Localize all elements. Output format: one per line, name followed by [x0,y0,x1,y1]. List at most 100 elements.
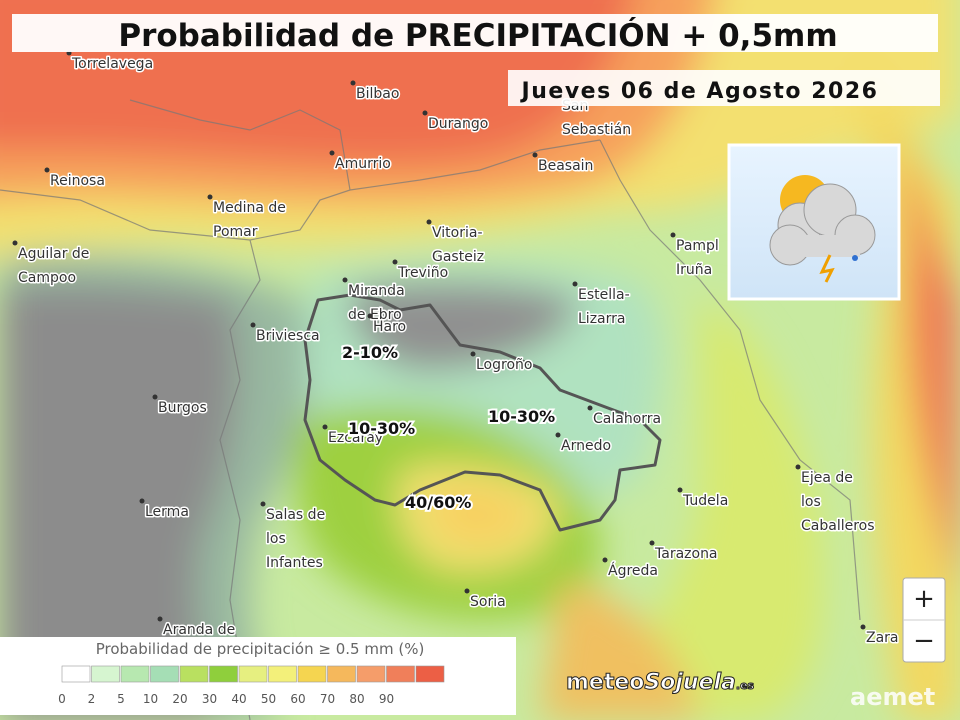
place-line: Reinosa [50,173,105,189]
place-line: Infantes [266,555,323,571]
legend: Probabilidad de precipitación ≥ 0.5 mm (… [0,637,516,715]
place-line: Salas de [266,507,325,523]
place-label: Vitoria- Gasteiz [432,225,484,265]
place-line: Arnedo [561,438,611,454]
legend-swatch [120,665,150,683]
legend-tick: 50 [261,692,276,706]
place-dot [260,501,266,507]
zone-label: 2-10% [342,343,398,362]
place-label: Ejea de los Caballeros [801,470,875,534]
place-label: Aranda de [163,622,235,638]
zone-label: 40/60% [405,493,471,512]
legend-tick: 40 [231,692,246,706]
legend-swatch [179,665,209,683]
legend-tick: 90 [379,692,394,706]
zoom-out[interactable]: − [913,626,935,656]
place-label: Salas de los Infantes [266,507,325,571]
probability-labels: 2-10% 10-30% 10-30% 40/60% [340,341,557,514]
legend-swatch [61,665,91,683]
place-label: Haro [373,319,406,335]
place-dot [250,322,256,328]
place-dot [139,498,145,504]
place-line: Haro [373,319,406,335]
place-line: los [801,494,821,510]
place-label: Lerma [145,504,189,520]
date-box [508,70,940,106]
place-label: Arnedo [561,438,611,454]
place-dot [322,424,328,430]
place-line: Lizarra [578,311,625,327]
place-label: Medina de Pomar [213,200,286,240]
region-border [303,293,662,532]
legend-tick: 5 [117,692,125,706]
place-label: Calahorra [593,411,661,427]
place-dot [422,110,428,116]
legend-tick: 30 [202,692,217,706]
place-label: Burgos [158,400,207,416]
place-line: Torrelavega [71,56,153,72]
place-label: Treviño [397,265,448,281]
legend-swatch [209,665,238,683]
place-label: Ezcaray [328,430,383,446]
place-line: Aranda de [163,622,235,638]
place-line: Vitoria- [432,225,483,241]
zone-label: 10-30% [488,407,555,426]
place-dot [392,259,398,265]
place-line: Ejea de [801,470,853,486]
zoom-control: + − [902,577,946,663]
zoom-in[interactable]: + [913,584,935,614]
place-line: Logroño [476,357,532,373]
place-label: Ágreda [608,562,658,579]
place-line: Sebastián [562,122,631,138]
place-line: Pomar [213,224,258,240]
logo-aemet: aemet [850,683,935,711]
place-dot [649,540,655,546]
place-dot [157,616,163,622]
title: Probabilidad de PRECIPITACIÓN + 0,5mm [118,17,837,54]
place-dot [207,194,213,200]
logo-meteo: meteoSojuela.es [566,670,755,695]
place-line: Medina de [213,200,286,216]
place-line: Durango [428,116,488,132]
place-dot [602,557,608,563]
place-line: Amurrio [335,156,391,172]
legend-swatch [327,665,356,683]
place-line: Ágreda [608,562,658,579]
place-dot [532,152,538,158]
date: Jueves 06 de Agosto 2026 [520,79,879,104]
legend-swatch [415,665,445,683]
place-dot [44,167,50,173]
place-dot [329,150,335,156]
place-label: Reinosa [50,173,105,189]
place-line: Pampl [676,238,719,254]
place-line: Lerma [145,504,189,520]
place-line: Estella- [578,287,630,303]
legend-tick: 2 [88,692,96,706]
place-label: Estella- Lizarra [578,287,630,327]
place-dot [350,80,356,86]
zone-label: 10-30% [348,419,415,438]
legend-tick: 20 [172,692,187,706]
place-line: Burgos [158,400,207,416]
legend-tick: 70 [320,692,335,706]
legend-tick: 80 [349,692,364,706]
logo-part: .es [736,679,755,692]
place-dot [572,281,578,287]
place-line: Tarazona [654,546,718,562]
place-label: Tudela [682,493,728,509]
logo-part: meteo [566,670,644,695]
place-label: Torrelavega [71,56,153,72]
place-label: Logroño [476,357,532,373]
place-line: Soria [470,594,506,610]
place-line: Zara [866,630,899,646]
legend-swatch [268,665,297,683]
place-dot [342,277,348,283]
place-label: Miranda de Ebro [348,283,405,323]
legend-swatch [386,665,415,683]
place-line: Bilbao [356,86,399,102]
place-line: Miranda [348,283,405,299]
legend-title: Probabilidad de precipitación ≥ 0.5 mm (… [96,640,425,658]
place-line: Calahorra [593,411,661,427]
place-label: Briviesca [256,328,320,344]
